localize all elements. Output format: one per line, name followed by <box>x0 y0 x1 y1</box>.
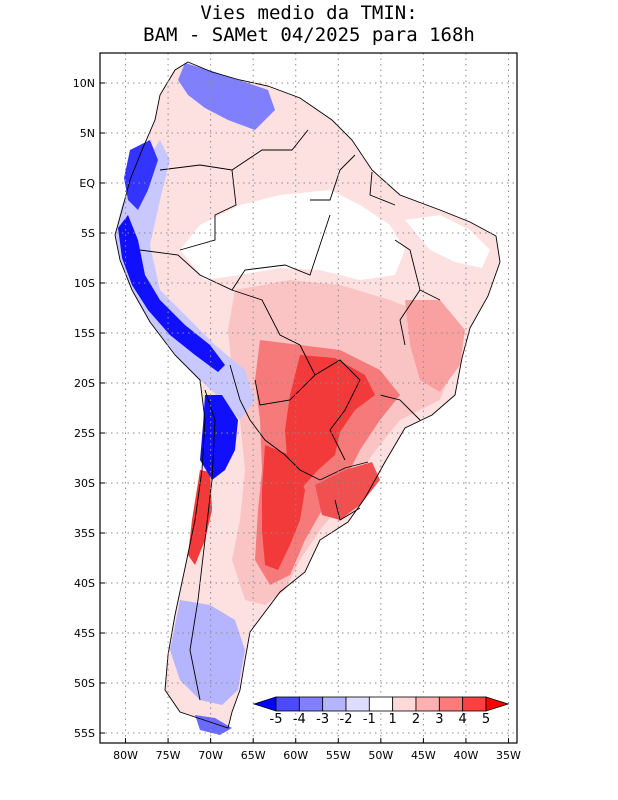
map-frame <box>99 52 518 744</box>
lat-label: EQ <box>79 177 95 190</box>
cool-anomaly-caribbean <box>178 63 275 130</box>
lat-label: 5S <box>81 227 95 240</box>
lon-label: 45W <box>411 749 436 762</box>
lon-label: 40W <box>454 749 479 762</box>
lon-label: 80W <box>113 749 138 762</box>
anomaly-field <box>115 62 500 735</box>
cool-anomaly-andes-strong <box>118 215 225 372</box>
colorbar-label: -1 <box>363 712 376 727</box>
latitude-labels: 10N 5N EQ 5S 10S 15S 20S 25S 30S 35S 40S 45S 50S 55S <box>73 77 96 740</box>
country-borders <box>114 61 501 729</box>
lon-label: 70W <box>198 749 223 762</box>
colorbar-label: -5 <box>270 712 283 727</box>
lat-label: 55S <box>74 727 95 740</box>
lat-label: 25S <box>74 427 95 440</box>
cool-anomaly-andes-light <box>115 140 255 420</box>
colorbar-label: 1 <box>389 712 397 727</box>
lon-label: 35W <box>496 749 521 762</box>
colorbar-swatch <box>322 696 347 712</box>
map-title-line1: Vies medio da TMIN: <box>200 2 418 24</box>
warm-anomaly-strong-south <box>262 445 305 570</box>
lon-label: 60W <box>283 749 308 762</box>
warm-anomaly-uruguay <box>315 462 380 520</box>
lat-label: 10S <box>74 277 95 290</box>
colorbar-labels: -5 -4 -3 -2 -1 1 2 3 4 5 <box>270 712 491 727</box>
colorbar-swatch <box>275 696 300 712</box>
map-plot-area: 10N5NEQ5S10S15S20S25S30S35S40S45S50S55S … <box>73 52 521 762</box>
colorbar-label: 5 <box>482 712 490 727</box>
lat-label: 30S <box>74 477 95 490</box>
colorbar-label: -4 <box>293 712 306 727</box>
colorbar-label: 2 <box>412 712 420 727</box>
colorbar-label: 3 <box>435 712 443 727</box>
colorbar-label: -2 <box>340 712 353 727</box>
lon-label: 50W <box>368 749 393 762</box>
lat-label: 35S <box>74 527 95 540</box>
colorbar-swatch <box>392 696 417 712</box>
colorbar: -5 -4 -3 -2 -1 1 2 3 4 5 <box>252 696 510 727</box>
lat-label: 45S <box>74 627 95 640</box>
lon-label: 75W <box>156 749 181 762</box>
warm-anomaly-chile <box>188 470 212 565</box>
map-title-line2: BAM - SAMet 04/2025 para 168h <box>143 24 475 46</box>
colorbar-swatch <box>345 696 370 712</box>
neutral-amazon-region <box>180 190 405 280</box>
lat-lon-grid <box>100 53 517 743</box>
colorbar-swatches <box>252 696 510 712</box>
warm-anomaly-east-coast <box>405 300 465 392</box>
lat-label: 50S <box>74 677 95 690</box>
lat-label: 15S <box>74 327 95 340</box>
lon-label: 55W <box>326 749 351 762</box>
neutral-northeast-region <box>405 215 490 268</box>
longitude-labels: 80W 75W 70W 65W 60W 55W 50W 45W 40W 35W <box>113 749 521 762</box>
warm-anomaly-strong <box>285 355 375 490</box>
colorbar-swatch <box>298 696 324 712</box>
lat-label: 20S <box>74 377 95 390</box>
lat-label: 10N <box>73 77 95 90</box>
colorbar-arrow-high <box>485 696 510 712</box>
colorbar-label: 4 <box>459 712 467 727</box>
colorbar-swatch <box>368 696 394 712</box>
colorbar-swatch <box>462 696 487 712</box>
lat-label: 40S <box>74 577 95 590</box>
colorbar-swatch <box>415 696 440 712</box>
colorbar-swatch <box>438 696 464 712</box>
cool-anomaly-atacama <box>200 395 238 480</box>
colorbar-label: -3 <box>316 712 329 727</box>
cool-anomaly-patagonia <box>170 600 245 705</box>
lon-label: 65W <box>241 749 266 762</box>
lat-label: 5N <box>80 127 95 140</box>
cool-anomaly-colombia <box>124 140 158 210</box>
